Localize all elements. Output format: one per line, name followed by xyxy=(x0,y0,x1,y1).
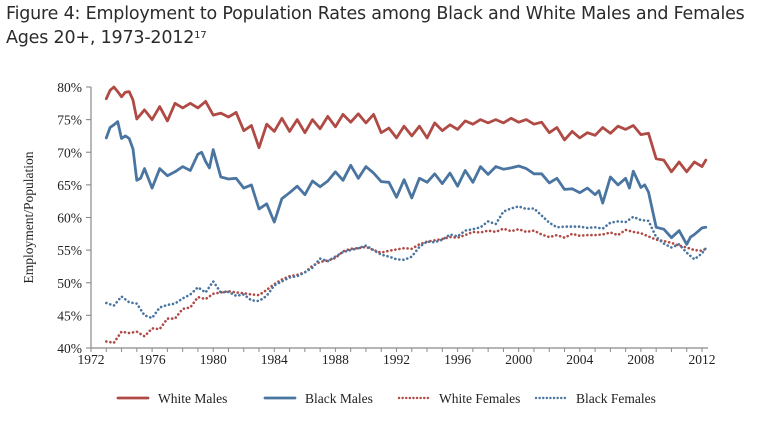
series-line-white-males xyxy=(104,85,708,174)
legend-label: White Females xyxy=(439,391,520,406)
chart-title: Figure 4: Employment to Population Rates… xyxy=(6,2,745,50)
y-tick-label: 40% xyxy=(57,341,82,356)
y-tick-label: 65% xyxy=(57,178,82,193)
series-group xyxy=(104,85,708,345)
legend: White Males Black Males White Females Black… xyxy=(116,391,656,406)
x-tick-label: 2000 xyxy=(505,352,532,367)
axes: 40% 45% 50% 55% 60% 65% 70% 75% 80% 1972 1976 1980 1… xyxy=(21,80,716,367)
series-line-black-males xyxy=(104,120,708,246)
series-line-white-females xyxy=(105,227,708,345)
x-tick-label: 1972 xyxy=(78,352,105,367)
chart-title-line-2: Ages 20+, 1973-201217 xyxy=(6,26,745,50)
x-tick-label: 2012 xyxy=(689,352,716,367)
y-tick-label: 70% xyxy=(57,145,82,160)
y-tick-label: 55% xyxy=(57,243,82,258)
legend-label: White Males xyxy=(158,391,227,406)
x-tick-label: 1992 xyxy=(383,352,410,367)
y-tick-label: 60% xyxy=(57,211,82,226)
y-tick-label: 50% xyxy=(57,276,82,291)
chart-title-line-2-text: Ages 20+, 1973-2012 xyxy=(6,28,195,48)
chart-title-line-1: Figure 4: Employment to Population Rates… xyxy=(6,4,745,24)
x-tick-label: 1988 xyxy=(322,352,349,367)
footnote-marker: 17 xyxy=(194,30,207,41)
series-line-black-females xyxy=(105,205,708,320)
y-axis-title: Employment/Population xyxy=(21,151,36,283)
x-tick-label: 1996 xyxy=(444,352,471,367)
legend-label: Black Females xyxy=(576,391,656,406)
y-tick-label: 75% xyxy=(57,113,82,128)
y-tick-label: 45% xyxy=(57,308,82,323)
legend-label: Black Males xyxy=(305,391,373,406)
x-tick-label: 1980 xyxy=(200,352,227,367)
x-tick-label: 2004 xyxy=(566,352,593,367)
x-tick-label: 2008 xyxy=(627,352,654,367)
x-tick-label: 1984 xyxy=(261,352,288,367)
y-tick-label: 80% xyxy=(57,80,82,95)
x-tick-label: 1976 xyxy=(139,352,166,367)
